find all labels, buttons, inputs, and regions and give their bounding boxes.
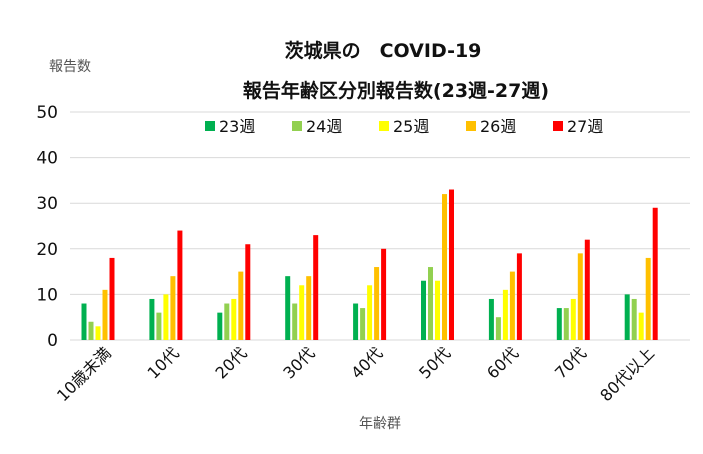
bar [577,253,583,340]
x-tick-label: 80代以上 [596,343,658,405]
bar [421,280,426,340]
x-tick-label: 10代 [144,343,183,382]
x-tick-label: 10歳未満 [53,343,115,405]
bar [509,271,515,340]
x-tick-label: 60代 [483,343,522,382]
y-tick-label: 40 [36,149,58,169]
bar [435,280,440,340]
bar [502,289,508,340]
bar [584,239,590,340]
legend-swatch [379,121,389,131]
bar [442,194,447,340]
bar [428,267,433,340]
legend-swatch [205,121,215,131]
bar [170,276,176,340]
x-tick-label: 70代 [551,343,590,382]
bar [306,276,312,340]
bar [224,303,230,340]
x-tick-label: 50代 [415,343,454,382]
bar [360,308,366,340]
chart-subtitle: 報告年齢区分別報告数(23週-27週) [243,79,549,102]
bar [156,312,162,340]
bar [374,267,380,340]
y-tick-label: 50 [36,103,58,123]
bar [88,321,94,340]
legend-label: 27週 [567,117,603,136]
bar [313,235,319,340]
y-tick-label: 10 [36,285,58,305]
y-tick-label: 20 [36,240,58,260]
chart-title: 茨城県の COVID-19 [285,39,482,62]
bar [245,244,251,340]
legend-label: 24週 [306,117,342,136]
bar [488,298,494,340]
bar [652,207,658,340]
bar [109,257,115,340]
y-axis-label: 報告数 [49,59,91,75]
bar [516,253,522,340]
bar [163,294,169,340]
x-tick-label: 20代 [211,343,250,382]
gridlines [70,111,690,341]
bar [353,303,359,340]
bar [217,312,223,340]
bar [495,317,501,340]
bar [292,303,298,340]
bar [449,189,454,340]
x-tick-label: 40代 [347,343,386,382]
legend-swatch [553,121,563,131]
bar [563,308,569,340]
bar [299,285,305,340]
bar [631,298,637,340]
bar [95,326,101,340]
bars [81,189,658,340]
legend-label: 26週 [480,117,516,136]
bar [638,312,644,340]
bar [102,289,108,340]
legend: 23週 24週 25週 26週 27週 [205,117,603,136]
x-tick-label: 30代 [279,343,318,382]
bar [177,230,183,340]
bar [556,308,562,340]
bar [231,298,237,340]
y-tick-label: 0 [47,331,58,351]
y-axis-ticks: 0 10 20 30 40 50 [36,103,58,351]
bar [570,298,576,340]
legend-label: 25週 [393,117,429,136]
bar [81,303,87,340]
bar [149,298,155,340]
bar [645,257,651,340]
legend-label: 23週 [219,117,255,136]
x-axis-ticks: 10歳未満 10代 20代 30代 40代 50代 60代 70代 80代以上 [53,343,658,405]
bar [624,294,630,340]
x-axis-label: 年齢群 [359,416,401,432]
bar [367,285,373,340]
bar [381,248,387,340]
bar [238,271,244,340]
legend-swatch [292,121,302,131]
legend-swatch [466,121,476,131]
bar [285,276,291,340]
y-tick-label: 30 [36,194,58,214]
